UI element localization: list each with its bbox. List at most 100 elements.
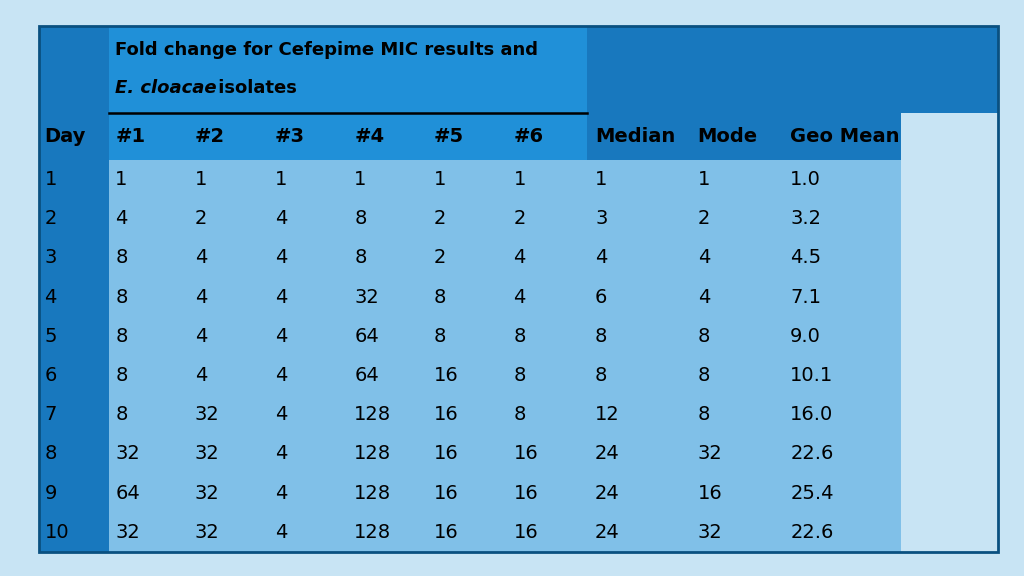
Bar xyxy=(188,199,268,238)
Text: 2: 2 xyxy=(434,248,446,267)
Text: 8: 8 xyxy=(595,327,607,346)
Text: 3.2: 3.2 xyxy=(791,209,821,228)
Bar xyxy=(268,356,348,395)
Text: #5: #5 xyxy=(434,127,464,146)
Bar xyxy=(587,317,690,356)
Text: 6: 6 xyxy=(44,366,57,385)
Bar xyxy=(587,238,690,278)
Text: 4: 4 xyxy=(274,248,287,267)
Bar xyxy=(188,434,268,473)
Text: 10.1: 10.1 xyxy=(791,366,834,385)
Text: #4: #4 xyxy=(354,127,384,146)
Bar xyxy=(188,113,268,160)
Text: 3: 3 xyxy=(44,248,57,267)
Text: 2: 2 xyxy=(195,209,207,228)
Bar xyxy=(188,160,268,199)
Text: 16: 16 xyxy=(434,444,459,463)
Bar xyxy=(587,113,690,160)
Text: 1: 1 xyxy=(274,170,287,189)
Bar xyxy=(348,473,427,513)
Text: 4: 4 xyxy=(274,483,287,502)
Text: 128: 128 xyxy=(354,483,391,502)
Text: 8: 8 xyxy=(116,366,128,385)
Text: 4: 4 xyxy=(195,366,207,385)
Text: 4.5: 4.5 xyxy=(791,248,821,267)
Text: 32: 32 xyxy=(116,522,140,541)
Text: 4: 4 xyxy=(274,327,287,346)
Text: #3: #3 xyxy=(274,127,304,146)
Text: 4: 4 xyxy=(595,248,607,267)
Bar xyxy=(268,317,348,356)
Bar xyxy=(188,317,268,356)
Text: 4: 4 xyxy=(274,405,287,424)
Text: 8: 8 xyxy=(697,405,710,424)
Text: 8: 8 xyxy=(595,366,607,385)
Text: 1: 1 xyxy=(195,170,207,189)
Bar xyxy=(507,356,587,395)
Bar xyxy=(109,113,188,160)
Bar xyxy=(109,513,188,552)
Text: 4: 4 xyxy=(274,444,287,463)
Bar xyxy=(348,113,427,160)
Bar xyxy=(587,473,690,513)
Bar xyxy=(780,113,900,160)
Bar xyxy=(587,356,690,395)
Bar xyxy=(587,513,690,552)
Text: 8: 8 xyxy=(513,366,526,385)
Text: 24: 24 xyxy=(595,522,620,541)
Text: 8: 8 xyxy=(116,248,128,267)
Text: 32: 32 xyxy=(195,522,220,541)
Text: Mode: Mode xyxy=(697,127,758,146)
Bar xyxy=(690,113,780,160)
Text: 8: 8 xyxy=(354,209,367,228)
Text: Day: Day xyxy=(44,127,86,146)
Bar xyxy=(268,278,348,317)
Text: 4: 4 xyxy=(697,287,710,306)
Bar xyxy=(39,278,109,317)
Bar xyxy=(780,317,900,356)
Text: 64: 64 xyxy=(116,483,140,502)
Text: 1: 1 xyxy=(354,170,367,189)
Bar xyxy=(427,199,507,238)
Text: 32: 32 xyxy=(195,483,220,502)
Bar xyxy=(109,26,587,113)
Bar xyxy=(268,199,348,238)
Text: isolates: isolates xyxy=(212,79,297,97)
Text: 8: 8 xyxy=(434,287,446,306)
Text: 4: 4 xyxy=(195,248,207,267)
Bar xyxy=(507,473,587,513)
Bar xyxy=(780,199,900,238)
Bar xyxy=(268,160,348,199)
Text: 16: 16 xyxy=(434,405,459,424)
Text: 8: 8 xyxy=(434,327,446,346)
Bar xyxy=(39,317,109,356)
Text: #6: #6 xyxy=(513,127,544,146)
Bar xyxy=(780,473,900,513)
Bar xyxy=(268,238,348,278)
Bar xyxy=(780,278,900,317)
Bar xyxy=(188,513,268,552)
Text: 16.0: 16.0 xyxy=(791,405,834,424)
Text: 9.0: 9.0 xyxy=(791,327,821,346)
Bar xyxy=(780,513,900,552)
Text: 16: 16 xyxy=(513,522,539,541)
Bar xyxy=(188,395,268,434)
Text: 8: 8 xyxy=(513,327,526,346)
Bar xyxy=(507,113,587,160)
Bar xyxy=(348,317,427,356)
Bar xyxy=(427,395,507,434)
Text: 4: 4 xyxy=(195,287,207,306)
Text: 8: 8 xyxy=(513,405,526,424)
Text: 4: 4 xyxy=(513,248,526,267)
Bar xyxy=(39,434,109,473)
Bar xyxy=(348,395,427,434)
Text: 2: 2 xyxy=(434,209,446,228)
Bar xyxy=(780,356,900,395)
Bar xyxy=(427,473,507,513)
Text: #1: #1 xyxy=(116,127,145,146)
Text: 16: 16 xyxy=(434,366,459,385)
Bar xyxy=(348,356,427,395)
Text: 25.4: 25.4 xyxy=(791,483,834,502)
Bar xyxy=(268,395,348,434)
Bar xyxy=(690,395,780,434)
